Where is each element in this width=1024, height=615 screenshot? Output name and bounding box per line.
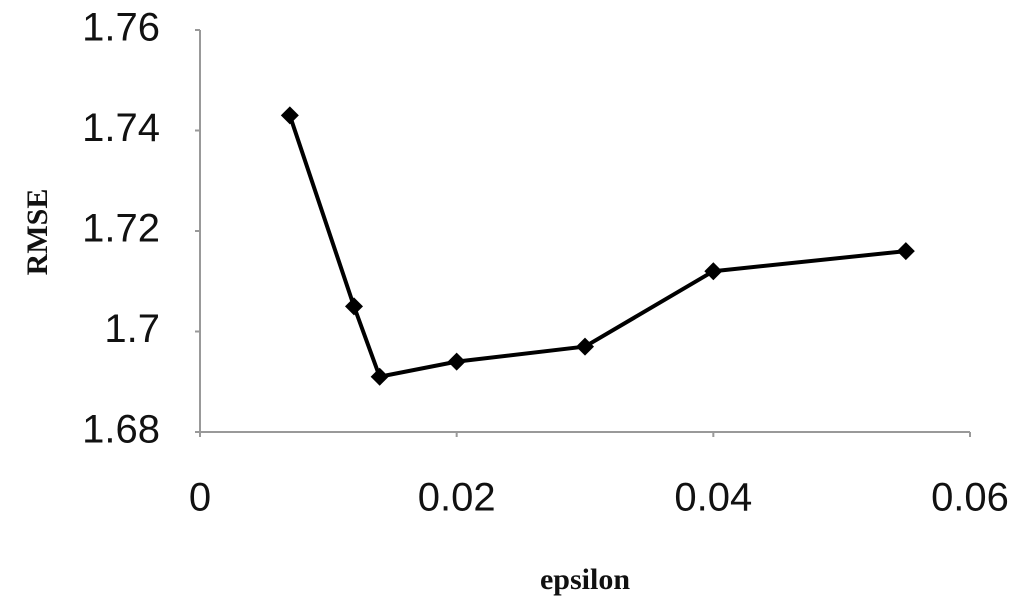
x-tick-label: 0.02 [418,476,496,520]
marker [896,242,915,261]
marker [345,297,363,316]
marker [704,262,723,281]
y-tick-label: 1.76 [82,6,160,50]
y-axis-label: RMSE [21,189,54,276]
y-tick-label: 1.74 [82,106,160,150]
y-tick-label: 1.68 [82,408,160,452]
x-axis-label: epsilon [540,563,630,596]
x-tick-label: 0.04 [674,476,752,520]
y-tick-label: 1.72 [82,207,160,251]
x-tick-label: 0 [189,476,211,520]
x-tick-label: 0.06 [931,476,1009,520]
marker [280,106,299,125]
marker [370,367,389,386]
y-tick-label: 1.7 [104,307,160,351]
marker [576,337,594,356]
marker [447,352,466,371]
line [287,114,907,379]
